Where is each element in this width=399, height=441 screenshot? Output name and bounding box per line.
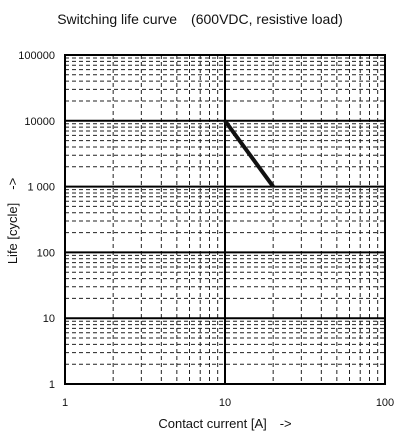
- y-tick-label-1: 1: [49, 379, 55, 391]
- x-axis-label: Contact current [A] ->: [158, 416, 291, 431]
- series-line-1: [223, 119, 275, 188]
- y-tick-label-2: 10: [43, 313, 55, 325]
- grid-layer: [64, 54, 386, 385]
- tick-layer: 1 10 100 1 10 100 1 000 10000 100000: [18, 50, 394, 409]
- y-tick-label-3: 100: [37, 247, 55, 259]
- axis-layer: [64, 54, 386, 385]
- y-tick-label-4: 1 000: [27, 182, 55, 194]
- y-tick-label-5: 10000: [24, 116, 55, 128]
- series-layer: [223, 119, 275, 188]
- x-tick-label-100: 100: [376, 397, 394, 409]
- x-tick-label-1: 1: [62, 397, 68, 409]
- y-tick-label-6: 100000: [18, 50, 55, 62]
- x-tick-label-10: 10: [219, 397, 231, 409]
- plot-frame: [64, 54, 386, 385]
- y-axis-label: Life [cycle] ->: [5, 178, 20, 264]
- chart-title: Switching life curve (600VDC, resistive …: [57, 11, 343, 27]
